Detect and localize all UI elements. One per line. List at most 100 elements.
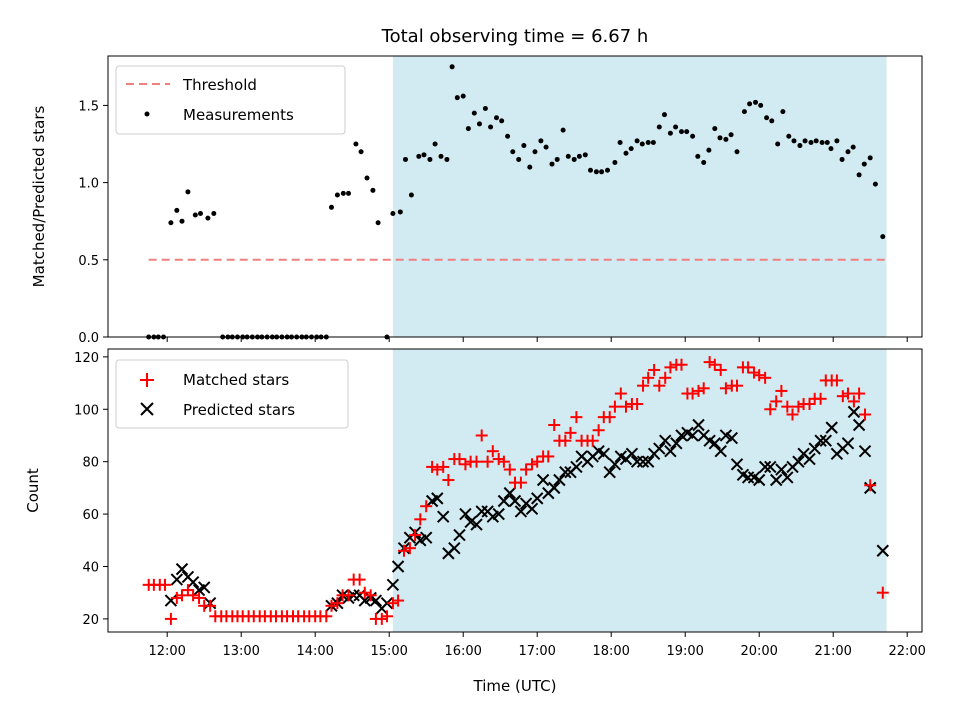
- measurement-point: [516, 156, 522, 162]
- predicted-star-point: [841, 437, 855, 450]
- matched-star-point: [520, 463, 533, 476]
- predicted-star-point: [553, 473, 566, 487]
- matched-star-point: [486, 445, 499, 458]
- measurement-point: [346, 190, 351, 196]
- legend-threshold-label: Threshold: [182, 76, 257, 94]
- measurement-point: [741, 109, 747, 115]
- legend-top: Threshold Measurements: [115, 65, 346, 135]
- measurement-point: [786, 133, 792, 139]
- predicted-star-point: [781, 471, 794, 484]
- predicted-star-point: [470, 518, 483, 531]
- predicted-star-point: [852, 418, 866, 432]
- predicted-star-point: [419, 531, 433, 544]
- measurement-point: [639, 141, 645, 147]
- matched-star-point: [803, 398, 816, 411]
- predicted-star-point: [792, 455, 805, 468]
- measurement-point: [679, 129, 684, 135]
- measurement-point: [861, 161, 867, 167]
- measurement-point: [623, 150, 629, 156]
- y-axis-label-count: Count: [24, 468, 42, 513]
- matched-star-point: [675, 358, 688, 371]
- matched-star-point: [531, 455, 544, 468]
- measurement-point: [460, 93, 466, 99]
- predicted-star-point: [175, 562, 189, 576]
- measurement-point: [845, 149, 851, 155]
- observing-window-shade-top: [392, 56, 887, 337]
- matched-star-point: [719, 382, 732, 395]
- measurement-point: [505, 133, 511, 139]
- matched-star-point: [692, 384, 705, 397]
- matched-star-point: [392, 594, 405, 607]
- measurement-point: [706, 147, 712, 153]
- predicted-star-point: [641, 455, 655, 468]
- measurement-point: [421, 152, 427, 158]
- measurement-point: [538, 138, 544, 144]
- measurement-point: [650, 139, 656, 145]
- x-tick-label: 18:00: [592, 644, 629, 659]
- measurement-point: [839, 156, 845, 162]
- predicted-star-point: [503, 486, 517, 500]
- measurement-point: [205, 215, 211, 221]
- measurement-point: [599, 169, 605, 175]
- count-panel: 20 40 60 80 100 120 12:00 13:00 14:00 15:00 16:00…: [24, 348, 926, 695]
- predicted-star-point: [708, 437, 722, 450]
- measurement-point: [673, 124, 679, 130]
- matched-star-point: [853, 387, 866, 400]
- measurement-point: [813, 138, 819, 144]
- predicted-star-point: [431, 492, 444, 505]
- matched-star-point: [703, 356, 716, 369]
- predicted-star-point: [714, 444, 727, 458]
- measurement-point: [416, 153, 422, 159]
- matched-star-point: [847, 395, 860, 408]
- y-tick-label-bottom: 120: [74, 351, 99, 366]
- matched-star-point: [176, 589, 188, 602]
- measurement-point: [482, 105, 488, 111]
- measurement-point: [656, 124, 662, 130]
- measurement-point: [769, 118, 775, 124]
- predicted-star-point: [570, 460, 583, 474]
- measurement-point: [465, 126, 471, 132]
- x-tick-label: 13:00: [222, 644, 259, 659]
- measurement-point: [872, 181, 878, 187]
- predicted-star-point: [459, 507, 472, 521]
- matched-star-point: [637, 379, 650, 392]
- matched-star-point: [170, 591, 183, 604]
- matched-star-point: [792, 400, 805, 413]
- measurement-point: [375, 220, 381, 226]
- measurement-point: [397, 209, 403, 215]
- matched-star-point: [686, 387, 699, 400]
- measurement-point: [432, 141, 438, 147]
- measurement-point: [791, 138, 797, 144]
- matched-star-point: [842, 387, 854, 400]
- matched-star-point: [514, 476, 527, 489]
- matched-star-point: [786, 408, 799, 421]
- measurement-point: [521, 143, 527, 149]
- measurement-point: [444, 156, 450, 162]
- measurement-point: [824, 139, 830, 145]
- matched-star-point: [864, 479, 877, 492]
- chart-title: Total observing time = 6.67 h: [381, 26, 649, 47]
- matched-star-point: [398, 544, 410, 557]
- predicted-star-point: [653, 442, 666, 455]
- observing-window-shade-bottom: [392, 349, 887, 632]
- matched-star-point: [158, 578, 171, 591]
- measurement-point: [174, 207, 180, 213]
- measurement-point: [617, 139, 623, 145]
- measurement-point: [612, 160, 618, 166]
- y-tick-label-top: 1.0: [78, 177, 99, 192]
- matched-star-point: [320, 610, 333, 623]
- measurement-point: [353, 141, 359, 147]
- legend-measurements-swatch: [144, 111, 150, 117]
- measurement-point: [427, 156, 433, 162]
- predicted-star-point: [492, 507, 505, 521]
- predicted-star-point: [670, 437, 683, 450]
- matched-star-point: [781, 400, 794, 413]
- x-tick-label: 17:00: [518, 644, 555, 659]
- measurement-point: [834, 138, 840, 144]
- matched-star-point: [193, 591, 206, 604]
- measurement-point: [753, 99, 758, 105]
- y-ticks-bottom: 20 40 60 80 100 120: [74, 351, 108, 628]
- predicted-star-point: [453, 528, 466, 542]
- matched-star-point: [603, 411, 616, 424]
